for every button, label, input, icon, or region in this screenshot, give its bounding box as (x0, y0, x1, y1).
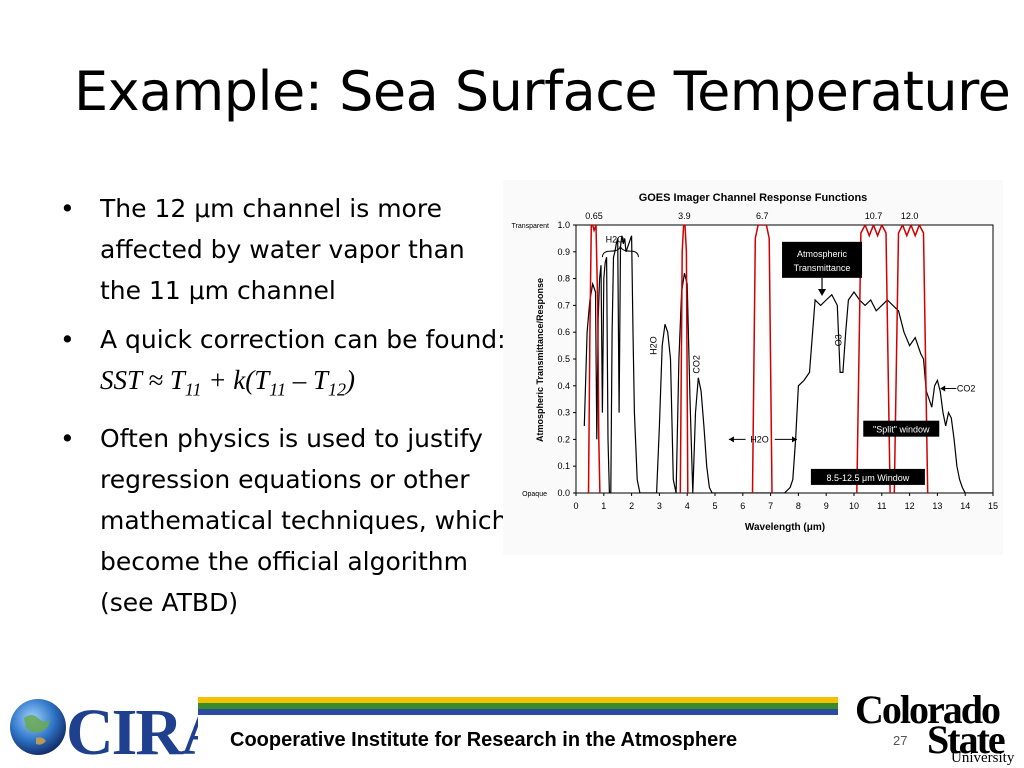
channel-response-line (751, 225, 773, 493)
annotation-box-label: Atmospheric (797, 249, 848, 259)
y-tick-label: 0.9 (557, 247, 570, 257)
cira-logo: CIRA (10, 696, 198, 764)
x-tick-label: 8 (796, 501, 801, 511)
annotation-arrowhead (728, 436, 734, 443)
formula-approx: ≈ (141, 365, 170, 395)
formula-plus-k: + k( (201, 365, 255, 395)
channel-label: 10.7 (865, 211, 883, 221)
formula-sst: SST (100, 365, 142, 395)
y-tick-label: 0.2 (557, 434, 570, 444)
csu-logo-line2: State (927, 717, 1006, 762)
footer-institute-name: Cooperative Institute for Research in th… (230, 729, 738, 751)
csu-logo-line3: University (951, 750, 1015, 766)
x-tick-label: 10 (849, 501, 859, 511)
x-tick-label: 0 (573, 501, 578, 511)
annotation-box-label: "Split" window (873, 425, 930, 435)
formula-close: ) (346, 365, 355, 395)
csu-logo: Colorado State University (855, 690, 1020, 768)
response-chart: GOES Imager Channel Response Functions W… (503, 180, 1003, 555)
formula-sub: 11 (184, 379, 202, 400)
x-tick-label: 13 (932, 501, 942, 511)
bullet-item: A quick correction can be found: SST ≈ T… (58, 319, 508, 410)
channel-label: 3.9 (678, 211, 691, 221)
annotation-label: H2O (649, 336, 659, 355)
annotation-box-label: Transmittance (794, 263, 851, 273)
annotation-arrowhead (940, 385, 946, 392)
y-tick-label: 0.0 (557, 488, 570, 498)
x-tick-label: 9 (824, 501, 829, 511)
x-tick-label: 5 (712, 501, 717, 511)
y-tick-label: 0.3 (557, 408, 570, 418)
annotation-box (782, 241, 863, 278)
bullet-text: Often physics is used to justify regress… (100, 424, 508, 618)
channel-label: 0.65 (585, 211, 603, 221)
x-tick-label: 12 (905, 501, 915, 511)
formula-t: T (312, 365, 328, 395)
annotation-label: CO2 (957, 383, 976, 393)
slide-title: Example: Sea Surface Temperature (74, 60, 1011, 123)
y-tick-label: 0.8 (557, 274, 570, 284)
y-tick-label: 0.6 (557, 327, 570, 337)
chart-title: GOES Imager Channel Response Functions (639, 192, 868, 204)
csu-logo-line1: Colorado (855, 687, 1001, 732)
y-tick-label: 0.5 (557, 354, 570, 364)
bullet-text: The 12 μm channel is more affected by wa… (100, 194, 465, 305)
bullet-text: A quick correction can be found: (100, 325, 506, 354)
annotation-arrowhead (818, 289, 827, 297)
plot-area: 0.00.10.20.30.40.50.60.70.80.91.00 1 2 3 4 5 6… (512, 211, 998, 511)
annotation-label: H2O (750, 434, 769, 444)
annotation-label: H2O (606, 234, 625, 244)
y-tick-label: 0.1 (557, 461, 570, 471)
annotation-box (863, 420, 940, 437)
cira-logo-text: CIRA (66, 696, 198, 764)
channel-response-line (893, 225, 929, 493)
x-tick-label: 2 (629, 501, 634, 511)
x-tick-label: 14 (960, 501, 970, 511)
annotation-brace (601, 246, 639, 258)
x-tick-label: 6 (740, 501, 745, 511)
y-side-label-bottom: Opaque (522, 491, 547, 498)
formula-sub: 11 (269, 379, 286, 400)
formula-sub: 12 (328, 379, 346, 400)
channel-label: 12.0 (901, 211, 919, 221)
channel-label: 6.7 (756, 211, 769, 221)
annotation-label: O3 (833, 334, 843, 346)
y-tick-label: 0.7 (557, 300, 570, 310)
formula-t: T (254, 365, 270, 395)
x-tick-label: 7 (768, 501, 773, 511)
bullet-list: The 12 μm channel is more affected by wa… (58, 188, 508, 623)
footer-stripe (198, 697, 838, 703)
chart-svg: GOES Imager Channel Response Functions W… (512, 192, 998, 533)
annotation-box (810, 468, 925, 485)
footer-stripes (198, 697, 838, 723)
annotation-arrowhead (792, 436, 798, 443)
channel-response-line (679, 225, 689, 493)
formula-t: T (169, 365, 185, 395)
x-tick-label: 1 (601, 501, 606, 511)
y-side-label-top: Transparent (512, 223, 550, 230)
bullet-item: The 12 μm channel is more affected by wa… (58, 188, 508, 311)
y-axis-label: Atmospheric Transmittance/Response (535, 278, 545, 442)
annotation-label: CO2 (692, 355, 702, 374)
x-axis-label: Wavelength (μm) (745, 522, 825, 533)
x-tick-label: 11 (877, 501, 886, 511)
x-tick-label: 4 (685, 501, 690, 511)
y-tick-label: 1.0 (557, 220, 570, 230)
channel-response-line (587, 225, 601, 493)
formula-minus: – (285, 365, 313, 395)
y-tick-label: 0.4 (557, 381, 570, 391)
footer-stripe (198, 703, 838, 709)
footer-stripe (198, 709, 838, 715)
page-number: 27 (893, 733, 908, 748)
annotation-box-label: 8.5-12.5 μm Window (827, 473, 910, 483)
bullet-item: Often physics is used to justify regress… (58, 418, 508, 623)
x-tick-label: 15 (988, 501, 998, 511)
channel-response-line (856, 225, 891, 493)
sst-formula: SST ≈ T11 + k(T11 – T12) (100, 365, 355, 399)
x-tick-label: 3 (657, 501, 662, 511)
